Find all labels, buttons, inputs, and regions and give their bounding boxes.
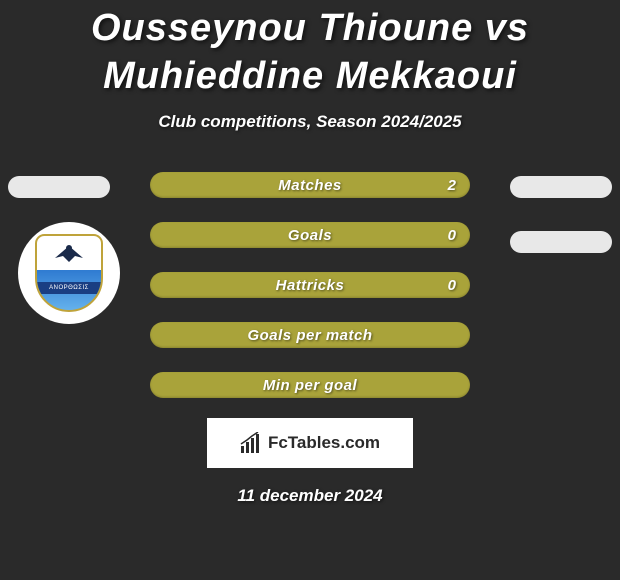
brand-box: FcTables.com [207,418,413,468]
stat-value: 0 [448,277,456,294]
stat-row: Goals per match [150,322,470,348]
stat-value: 2 [448,177,456,194]
left-pill-1 [8,176,110,198]
stat-label: Hattricks [276,277,345,294]
brand-chart-icon [240,432,262,454]
stat-row: Matches 2 [150,172,470,198]
page-title: Ousseynou Thioune vs Muhieddine Mekkaoui [0,0,620,100]
eagle-icon [45,242,93,270]
stat-label: Matches [278,177,342,194]
club-crest-shield: ΑΝΟΡΘΩΣΙΣ [35,234,103,312]
stat-label: Min per goal [263,377,357,394]
stat-row: Goals 0 [150,222,470,248]
stat-row: Hattricks 0 [150,272,470,298]
brand-text: FcTables.com [268,433,380,453]
date-text: 11 december 2024 [0,486,620,506]
stat-value: 0 [448,227,456,244]
club-crest: ΑΝΟΡΘΩΣΙΣ [18,222,120,324]
stat-row: Min per goal [150,372,470,398]
crest-band-text: ΑΝΟΡΘΩΣΙΣ [37,282,101,294]
right-pill-2 [510,231,612,253]
subtitle: Club competitions, Season 2024/2025 [0,112,620,132]
stat-label: Goals [288,227,332,244]
right-pill-1 [510,176,612,198]
stat-label: Goals per match [247,327,372,344]
